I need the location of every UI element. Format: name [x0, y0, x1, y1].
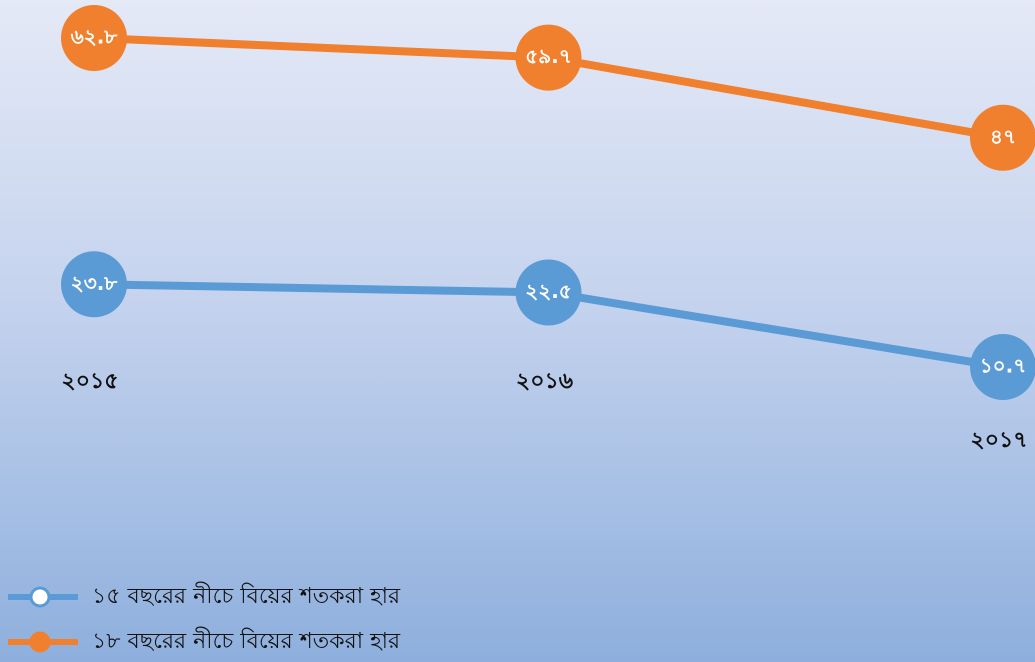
- data-point: [61, 251, 127, 318]
- legend-label: ১৮ বছরের নীচে বিয়ের শতকরা হার: [92, 627, 401, 654]
- value-label: ১০.৭: [980, 354, 1027, 378]
- value-label: ৬২.৮: [71, 25, 119, 49]
- value-label: ৫৯.৭: [525, 44, 572, 68]
- data-point: [61, 5, 127, 71]
- data-point: [970, 334, 1035, 400]
- legend-marker: [29, 631, 51, 653]
- x-tick-label: ২০১৫: [61, 369, 118, 394]
- value-label: ২৩.৮: [71, 271, 119, 295]
- data-point: [515, 259, 582, 326]
- legend-label: ১৫ বছরের নীচে বিয়ের শতকরা হার: [92, 582, 401, 609]
- data-point: [970, 104, 1035, 171]
- x-tick-label: ২০১৬: [516, 369, 573, 394]
- legend-marker: [29, 586, 51, 608]
- value-label: ৪৭: [990, 124, 1016, 148]
- x-tick-label: ২০১৭: [970, 428, 1027, 453]
- value-label: ২২.৫: [525, 279, 572, 303]
- data-point: [515, 24, 582, 91]
